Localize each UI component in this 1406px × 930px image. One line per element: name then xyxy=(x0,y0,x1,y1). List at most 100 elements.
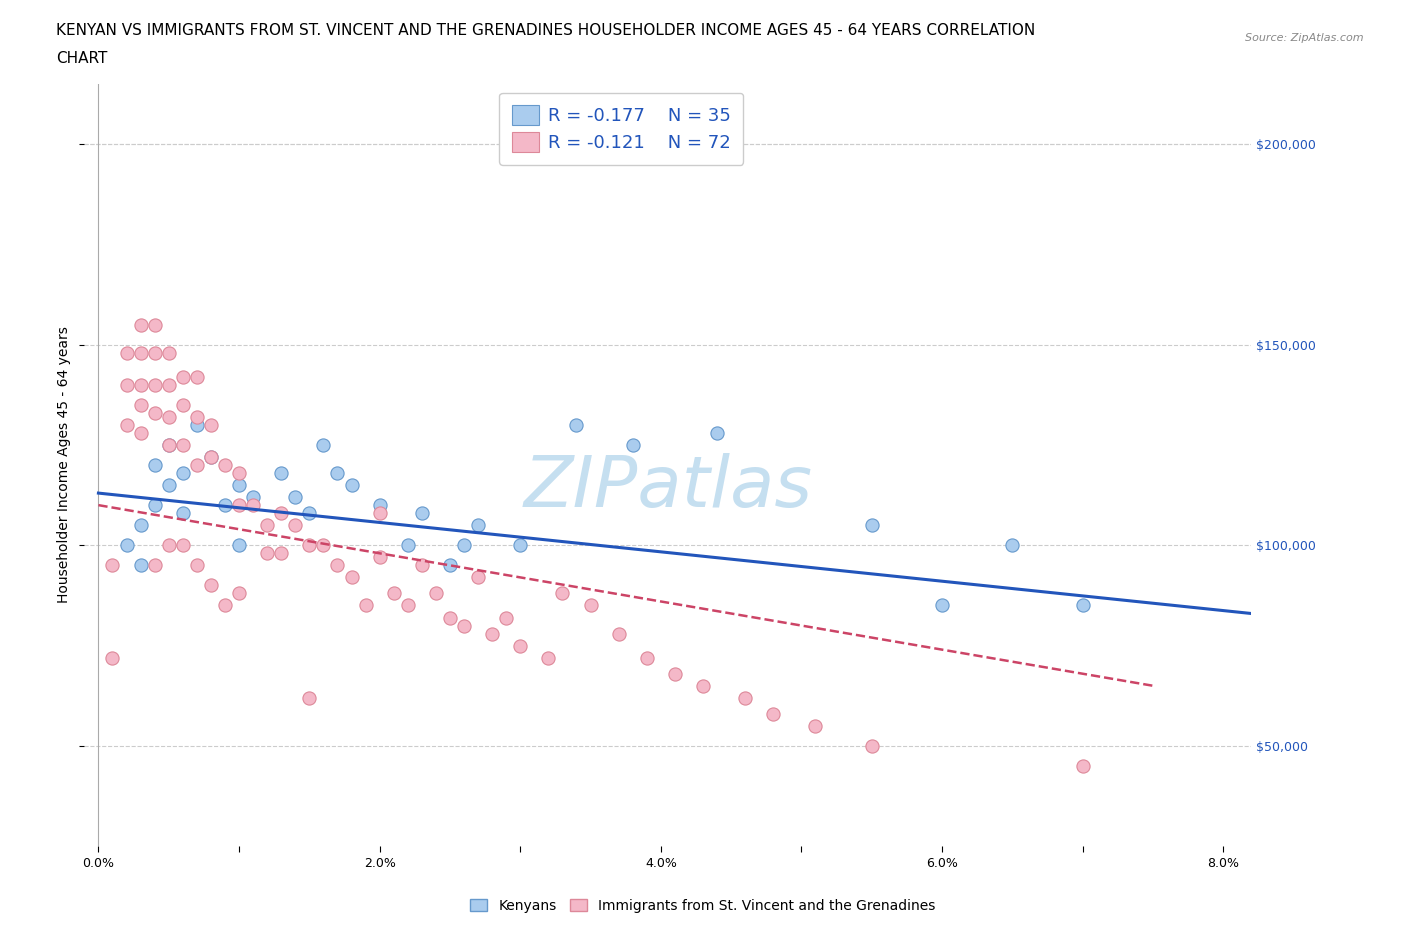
Point xyxy=(172,538,194,552)
Point xyxy=(692,678,714,693)
Point xyxy=(228,586,250,601)
Point xyxy=(565,418,588,432)
Point xyxy=(340,478,363,493)
Point xyxy=(186,558,208,573)
Legend: R = -0.177    N = 35, R = -0.121    N = 72: R = -0.177 N = 35, R = -0.121 N = 72 xyxy=(499,93,744,165)
Point xyxy=(157,345,180,360)
Point xyxy=(143,317,166,332)
Point xyxy=(157,378,180,392)
Point xyxy=(186,369,208,384)
Point xyxy=(1001,538,1024,552)
Point xyxy=(228,498,250,512)
Point xyxy=(115,538,138,552)
Point xyxy=(636,650,658,665)
Point xyxy=(129,518,152,533)
Point xyxy=(467,570,489,585)
Point xyxy=(256,546,278,561)
Y-axis label: Householder Income Ages 45 - 64 years: Householder Income Ages 45 - 64 years xyxy=(58,326,72,604)
Point xyxy=(931,598,953,613)
Point xyxy=(621,437,644,452)
Point xyxy=(411,558,433,573)
Point xyxy=(495,610,517,625)
Point xyxy=(453,538,475,552)
Text: ZIPatlas: ZIPatlas xyxy=(523,454,813,523)
Point xyxy=(157,538,180,552)
Point xyxy=(467,518,489,533)
Point xyxy=(101,650,124,665)
Point xyxy=(172,369,194,384)
Point xyxy=(340,570,363,585)
Point xyxy=(186,418,208,432)
Point xyxy=(115,345,138,360)
Point xyxy=(228,538,250,552)
Point xyxy=(129,558,152,573)
Point xyxy=(172,437,194,452)
Point xyxy=(425,586,447,601)
Point xyxy=(200,449,222,464)
Point xyxy=(143,378,166,392)
Point xyxy=(228,478,250,493)
Point xyxy=(312,538,335,552)
Point xyxy=(186,409,208,424)
Point xyxy=(200,418,222,432)
Point xyxy=(607,626,630,641)
Text: CHART: CHART xyxy=(56,51,108,66)
Point xyxy=(115,378,138,392)
Point xyxy=(804,719,827,734)
Point xyxy=(368,506,391,521)
Point xyxy=(242,498,264,512)
Point xyxy=(200,449,222,464)
Point xyxy=(157,437,180,452)
Point xyxy=(354,598,377,613)
Point xyxy=(186,458,208,472)
Point xyxy=(270,466,292,481)
Point xyxy=(326,558,349,573)
Point xyxy=(326,466,349,481)
Point xyxy=(284,518,307,533)
Point xyxy=(411,506,433,521)
Legend: Kenyans, Immigrants from St. Vincent and the Grenadines: Kenyans, Immigrants from St. Vincent and… xyxy=(465,894,941,919)
Point xyxy=(129,317,152,332)
Point xyxy=(551,586,574,601)
Point xyxy=(172,466,194,481)
Point xyxy=(172,397,194,412)
Point xyxy=(312,437,335,452)
Point xyxy=(143,345,166,360)
Point xyxy=(368,498,391,512)
Point xyxy=(382,586,405,601)
Point xyxy=(509,538,531,552)
Point xyxy=(298,506,321,521)
Point xyxy=(368,550,391,565)
Point xyxy=(129,378,152,392)
Point xyxy=(129,425,152,440)
Point xyxy=(1071,759,1094,774)
Point xyxy=(242,490,264,505)
Point xyxy=(509,638,531,653)
Point xyxy=(860,738,883,753)
Point xyxy=(537,650,560,665)
Point xyxy=(172,506,194,521)
Point xyxy=(256,518,278,533)
Point xyxy=(157,478,180,493)
Point xyxy=(157,409,180,424)
Point xyxy=(200,578,222,592)
Point xyxy=(270,506,292,521)
Point xyxy=(143,458,166,472)
Text: Source: ZipAtlas.com: Source: ZipAtlas.com xyxy=(1246,33,1364,43)
Point xyxy=(439,610,461,625)
Point xyxy=(228,466,250,481)
Point xyxy=(1071,598,1094,613)
Point xyxy=(101,558,124,573)
Point xyxy=(214,498,236,512)
Text: KENYAN VS IMMIGRANTS FROM ST. VINCENT AND THE GRENADINES HOUSEHOLDER INCOME AGES: KENYAN VS IMMIGRANTS FROM ST. VINCENT AN… xyxy=(56,23,1035,38)
Point xyxy=(115,418,138,432)
Point xyxy=(298,690,321,705)
Point xyxy=(129,397,152,412)
Point xyxy=(214,598,236,613)
Point xyxy=(143,498,166,512)
Point xyxy=(439,558,461,573)
Point xyxy=(579,598,602,613)
Point xyxy=(270,546,292,561)
Point xyxy=(143,405,166,420)
Point xyxy=(298,538,321,552)
